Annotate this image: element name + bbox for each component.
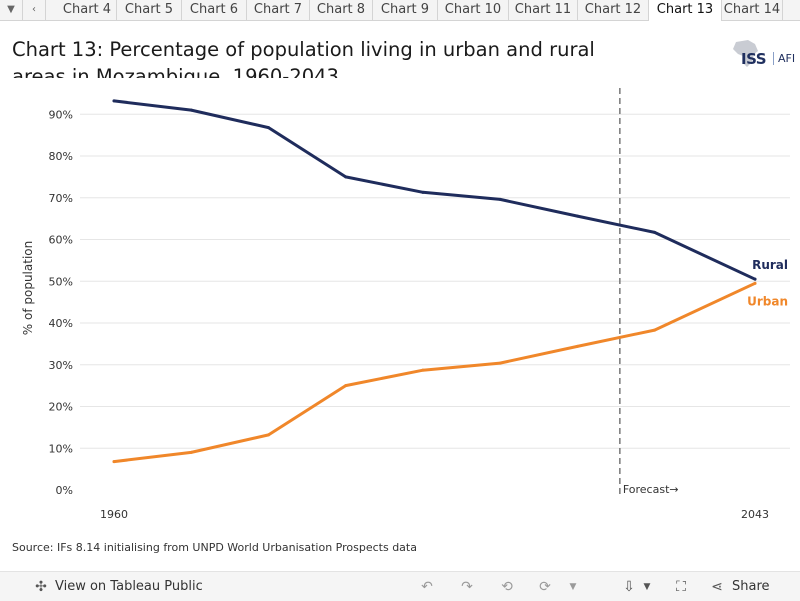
tab-chart-12[interactable]: Chart 12 [578,0,649,20]
tab-chart-7[interactable]: Chart 7 [247,0,310,20]
fullscreen-icon[interactable]: ⛶ [676,579,686,595]
x-axis-ticks: 1960 2043 [100,508,769,521]
data-point-rural [112,99,116,103]
data-point-urban [421,368,425,372]
forecast-marker: Forecast→ [619,88,679,498]
series-line-rural [112,99,757,281]
y-tick-label: 0% [56,484,73,497]
undo-icon[interactable]: ↶ [421,579,433,595]
tab-chart-6[interactable]: Chart 6 [182,0,247,20]
y-tick-label: 90% [49,108,73,121]
data-point-urban [498,361,502,365]
data-point-urban [189,450,193,454]
y-tick-label: 10% [49,442,73,455]
tab-chart-10[interactable]: Chart 10 [438,0,509,20]
tab-chart-13[interactable]: Chart 13 [649,0,722,21]
data-point-urban [344,384,348,388]
y-tick-label: 50% [49,275,73,288]
tab-chart-4[interactable]: Chart 4 [58,0,117,20]
chart-title: Chart 13: Percentage of population livin… [12,38,595,78]
y-tick-label: 40% [49,317,73,330]
y-tick-label: 70% [49,192,73,205]
y-tick-label: 80% [49,150,73,163]
source-note: Source: IFs 8.14 initialising from UNPD … [12,541,417,554]
y-tick-label: 60% [49,234,73,247]
gridlines [80,113,790,449]
y-tick-label: 20% [49,401,73,414]
data-point-urban [753,281,757,285]
data-point-rural [421,190,425,194]
download-menu-chevron-icon[interactable]: ▼ [643,582,651,592]
refresh-icon[interactable]: ⟳ [539,579,551,595]
tableau-logo-icon: ✣ [35,579,47,595]
forecast-label: Forecast→ [623,483,679,496]
data-point-rural [753,277,757,281]
data-point-urban [266,433,270,437]
y-axis-ticks: 0% 10% 20% 30% 40% 50% 60% 70% 80% 90% [49,108,73,497]
data-point-rural [498,197,502,201]
view-on-tableau-link[interactable]: View on Tableau Public [55,579,203,594]
x-tick-label: 2043 [741,508,769,521]
data-point-urban [653,328,657,332]
y-axis-label: % of population [21,241,35,335]
iss-logo: ISS AFI [728,38,795,72]
tab-menu-dropdown-icon[interactable]: ▼ [0,0,23,20]
data-point-urban [112,460,116,464]
data-point-urban [575,344,579,348]
series-label-urban: Urban [747,294,788,308]
share-icon[interactable]: ⋖ [711,579,723,595]
tab-scroll-left-icon[interactable]: ‹ [23,0,46,20]
y-tick-label: 30% [49,359,73,372]
refresh-menu-chevron-icon[interactable]: ▼ [569,582,577,592]
revert-icon[interactable]: ⟲ [501,579,513,595]
africa-map-icon [733,40,758,67]
series-lines: Rural Urban [112,99,788,464]
download-icon[interactable]: ⇩ [623,579,635,595]
data-point-rural [575,214,579,218]
series-label-rural: Rural [752,258,788,272]
share-button[interactable]: Share [732,579,770,594]
series-line-urban [112,281,757,464]
logo-subtext: AFI [773,52,795,65]
tab-chart-5[interactable]: Chart 5 [117,0,182,20]
redo-icon[interactable]: ↷ [461,579,473,595]
logo-text: ISS [741,50,767,68]
data-point-rural [653,230,657,234]
line-chart: 0% 10% 20% 30% 40% 50% 60% 70% 80% 90% % of popul… [21,88,790,521]
tab-chart-9[interactable]: Chart 9 [373,0,438,20]
tab-chart-14[interactable]: Chart 14 [722,0,783,20]
data-point-rural [344,175,348,179]
x-tick-label: 1960 [100,508,128,521]
data-point-rural [266,126,270,130]
tableau-toolbar: ✣ View on Tableau Public ↶ ↷ ⟲ ⟳ ▼ ⇩ ▼ ⛶… [0,571,800,601]
tab-chart-11[interactable]: Chart 11 [509,0,578,20]
data-point-rural [189,108,193,112]
tab-chart-8[interactable]: Chart 8 [310,0,373,20]
